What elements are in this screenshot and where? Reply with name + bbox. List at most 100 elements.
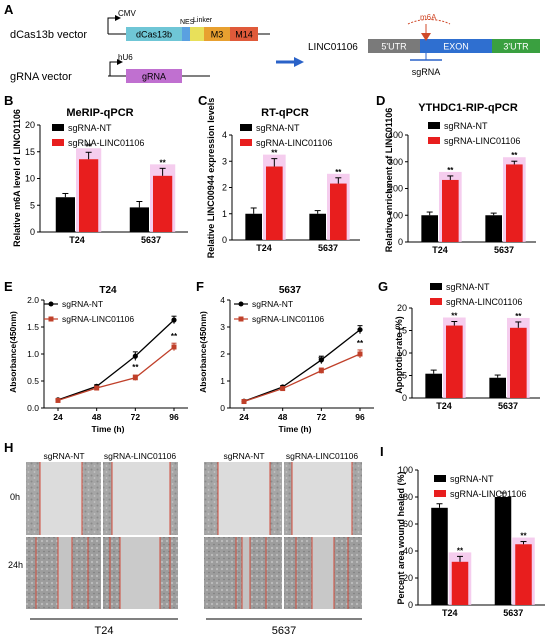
x-tick-label: 72 (131, 412, 141, 422)
y-tick-label: 0.0 (27, 403, 39, 413)
significance-mark: ** (515, 312, 522, 321)
legend: sgRNA-NT sgRNA-LINC01106 (234, 299, 324, 324)
y-tick-label: 80 (403, 492, 413, 502)
significance-mark: ** (318, 356, 325, 365)
dcas13b-box (126, 27, 182, 41)
legend-label-ko: sgRNA-LINC01106 (450, 489, 526, 499)
significance-mark: ** (451, 312, 458, 321)
significance-mark: ** (357, 339, 364, 348)
legend-swatch-ko (52, 139, 64, 146)
m3-label: M3 (211, 30, 224, 40)
y-tick-label: 3 (220, 322, 225, 332)
y-tick-label: 0 (408, 600, 413, 610)
panel-g: G Apoptotic rate (%) 0 5 10 15 20 ** T24 ** 5637… (378, 279, 540, 411)
y-tick-label: 0 (30, 227, 35, 237)
legend-label-ko: sgRNA-LINC01106 (68, 138, 144, 148)
x-tick-label: 5637 (141, 235, 161, 245)
panel-letter-c: C (198, 93, 208, 108)
x-tick-label: 48 (278, 412, 288, 422)
legend-swatch-nt (240, 124, 252, 131)
y-tick-label: 60 (403, 519, 413, 529)
y-axis-label: Absorbance(450nm) (8, 311, 18, 393)
panel-letter-e: E (4, 279, 13, 294)
series-line-ko (243, 353, 361, 403)
legend-label-ko: sgRNA-LINC01106 (444, 136, 520, 146)
panel-letter-a: A (4, 2, 14, 17)
y-tick-label: 0 (398, 237, 403, 247)
panel-letter-h: H (4, 440, 13, 455)
y-tick-label: 5 (30, 200, 35, 210)
x-tick-label: 24 (239, 412, 249, 422)
exon-box (420, 39, 492, 53)
nes-box (182, 27, 190, 41)
y-tick-label: 2 (220, 349, 225, 359)
point-ko (94, 385, 100, 391)
bar-ko (515, 544, 532, 605)
chart-title: 5637 (279, 285, 302, 296)
bar-ko (442, 179, 459, 242)
wound-col-label: sgRNA-NT (43, 451, 84, 461)
significance-mark: ** (171, 332, 178, 341)
bar-nt (129, 207, 149, 232)
panel-letter-i: I (380, 444, 384, 459)
point-ko (171, 344, 177, 350)
legend-swatch-ko (428, 137, 440, 144)
legend-swatch-nt (430, 283, 442, 290)
legend-marker-nt (238, 301, 244, 307)
x-tick-label: 96 (355, 412, 365, 422)
bar-ko (266, 166, 283, 240)
x-tick-label: 72 (317, 412, 327, 422)
group-label-t24: T24 (95, 625, 114, 637)
wound-image-5637-ko-24h (284, 537, 362, 609)
bar-nt (309, 213, 326, 240)
y-tick-label: 40 (403, 546, 413, 556)
y-tick-label: 1 (222, 209, 227, 219)
significance-mark: ** (132, 363, 139, 372)
y-tick-label: 100 (388, 210, 403, 220)
legend-marker-ko (238, 316, 244, 322)
wound-row-label: 0h (10, 492, 20, 502)
significance-mark: ** (447, 166, 454, 175)
dcas13b-vector-label: dCas13b vector (10, 29, 87, 41)
y-tick-label: 200 (388, 184, 403, 194)
bar-nt (425, 373, 442, 398)
y-axis-label: Relative enrichment of LINC01106 (384, 108, 394, 253)
legend-label-ko: sgRNA-LINC01106 (62, 314, 134, 324)
point-ko (318, 368, 324, 374)
legend: sgRNA-NT sgRNA-LINC01106 (434, 474, 526, 499)
wound-image-t24-nt-0h (26, 462, 101, 535)
legend: sgRNA-NT sgRNA-LINC01106 (44, 299, 134, 324)
legend-label-ko: sgRNA-LINC01106 (256, 138, 332, 148)
legend-label-nt: sgRNA-NT (62, 299, 103, 309)
wound-image-t24-ko-0h (103, 462, 178, 535)
legend-label-nt: sgRNA-NT (444, 121, 488, 131)
significance-mark: ** (511, 151, 518, 160)
significance-mark: ** (457, 546, 464, 555)
significance-mark: ** (520, 532, 527, 541)
y-tick-label: 100 (398, 465, 413, 475)
cmv-label: CMV (118, 9, 136, 18)
exon-label: EXON (443, 42, 469, 52)
legend-swatch-nt (434, 475, 446, 482)
panel-f: F 5637 Absorbance(450nm) Time (h) 0 1 2 3 4 2… (196, 279, 374, 434)
chart-title: RT-qPCR (261, 107, 309, 119)
panel-d: D YTHDC1-RIP-qPCR Relative enrichment of… (376, 93, 536, 255)
y-axis-label: Relative m6A level of LINC01106 (12, 109, 22, 247)
wound-col-label: sgRNA-NT (223, 451, 264, 461)
m6a-bracket (407, 19, 451, 25)
significance-mark: ** (86, 142, 93, 151)
panel-letter-b: B (4, 93, 13, 108)
panel-c: C RT-qPCR Relative LINC00944 expression … (198, 93, 360, 258)
bar-ko (506, 164, 523, 242)
bar-nt (55, 197, 75, 232)
utr3-box (492, 39, 540, 53)
y-tick-label: 0 (220, 403, 225, 413)
utr5-box (368, 39, 420, 53)
significance-mark: ** (271, 149, 278, 158)
bar-ko (79, 159, 99, 232)
bar-ko (330, 183, 347, 240)
series-line-nt (243, 329, 361, 402)
y-tick-label: 20 (397, 303, 407, 313)
bar-nt (485, 215, 502, 242)
